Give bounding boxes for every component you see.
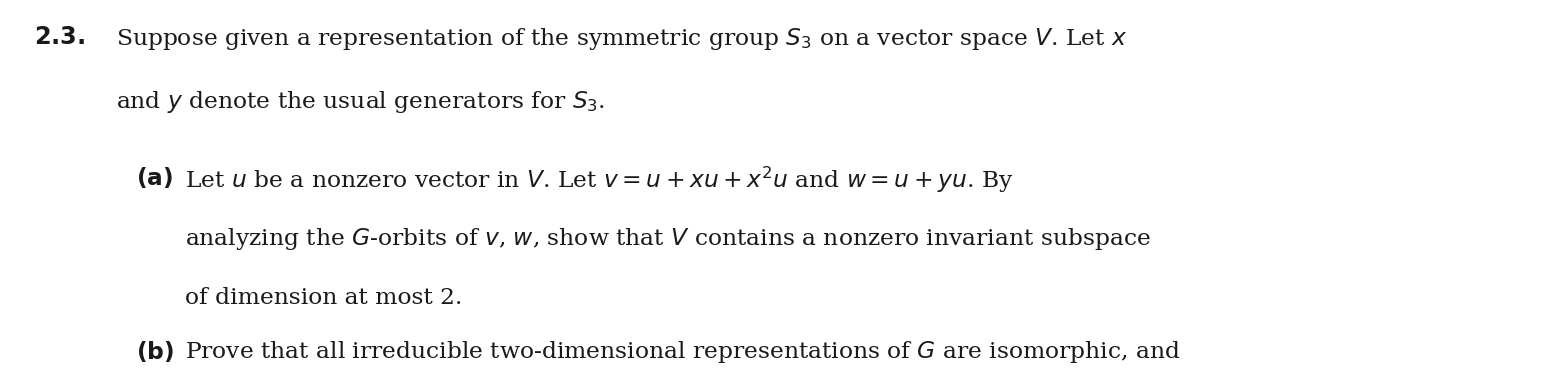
- Text: of dimension at most 2.: of dimension at most 2.: [185, 286, 463, 308]
- Text: Let $u$ be a nonzero vector in $V$. Let $v = u + xu + x^2u$ and $w = u + yu$. By: Let $u$ be a nonzero vector in $V$. Let …: [185, 164, 1012, 194]
- Text: and $y$ denote the usual generators for $S_3$.: and $y$ denote the usual generators for …: [116, 89, 605, 114]
- Text: Prove that all irreducible two-dimensional representations of $G$ are isomorphic: Prove that all irreducible two-dimension…: [185, 338, 1180, 363]
- Text: Suppose given a representation of the symmetric group $S_3$ on a vector space $V: Suppose given a representation of the sy…: [116, 26, 1126, 52]
- Text: analyzing the $G$-orbits of $v$, $w$, show that $V$ contains a nonzero invariant: analyzing the $G$-orbits of $v$, $w$, sh…: [185, 225, 1150, 251]
- Text: $\mathbf{2.3.}$: $\mathbf{2.3.}$: [34, 26, 85, 49]
- Text: $\mathbf{(a)}$: $\mathbf{(a)}$: [136, 164, 173, 189]
- Text: $\mathbf{(b)}$: $\mathbf{(b)}$: [136, 338, 174, 363]
